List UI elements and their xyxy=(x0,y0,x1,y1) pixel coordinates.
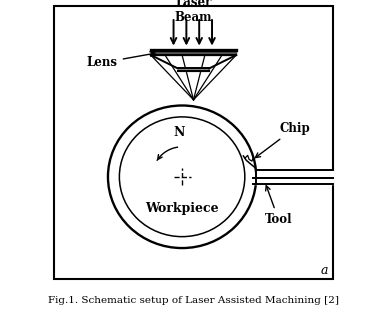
Text: a: a xyxy=(321,264,329,277)
Text: Tool: Tool xyxy=(265,186,292,226)
Text: Chip: Chip xyxy=(255,122,310,158)
Text: Lens: Lens xyxy=(87,52,155,69)
Text: Laser
Beam: Laser Beam xyxy=(175,0,212,24)
Text: N: N xyxy=(173,126,185,139)
Text: Fig.1. Schematic setup of Laser Assisted Machining [2]: Fig.1. Schematic setup of Laser Assisted… xyxy=(48,296,339,305)
Text: Workpiece: Workpiece xyxy=(145,202,219,214)
FancyBboxPatch shape xyxy=(54,6,333,279)
Ellipse shape xyxy=(119,117,245,237)
